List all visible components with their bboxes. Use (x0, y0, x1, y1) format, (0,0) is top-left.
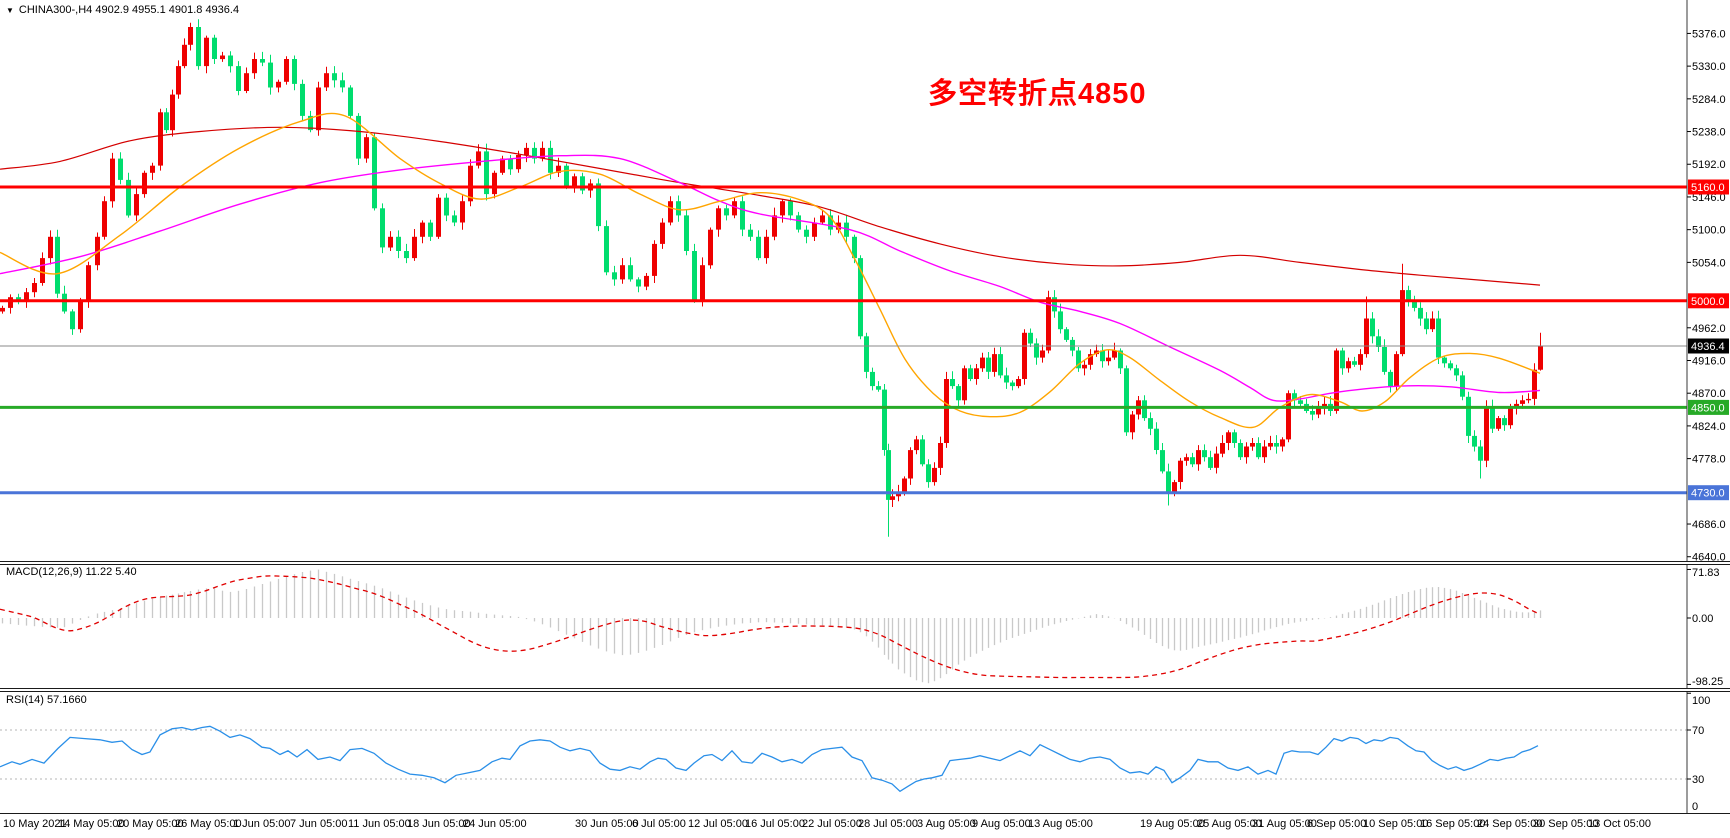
time-axis-label: 14 May 05:00 (58, 818, 125, 830)
symbol-header: ▼ CHINA300-,H4 4902.9 4955.1 4901.8 4936… (6, 4, 239, 16)
time-axis-label: 22 Jul 05:00 (802, 818, 862, 830)
time-axis[interactable]: 10 May 2021 14 May 05:00 20 May 05:00 26 Ma… (0, 814, 1730, 838)
rsi-panel-canvas: 100 70 30 0 (0, 690, 1710, 813)
time-axis-label: 10 Sep 05:00 (1363, 818, 1429, 830)
svg-text:4778.0: 4778.0 (1692, 454, 1726, 466)
time-axis-label: 1 Jun 05:00 (233, 818, 291, 830)
svg-text:4850.0: 4850.0 (1691, 402, 1725, 414)
svg-text:5054.0: 5054.0 (1692, 257, 1726, 269)
rsi-indicator-label: RSI(14) 57.1660 (6, 694, 87, 706)
svg-text:5100.0: 5100.0 (1692, 225, 1726, 237)
svg-text:0.00: 0.00 (1692, 613, 1713, 625)
svg-text:-98.25: -98.25 (1692, 676, 1723, 688)
time-axis-label: 13 Oct 05:00 (1588, 818, 1651, 830)
time-axis-label: 12 Jul 05:00 (688, 818, 748, 830)
time-axis-label: 6 Jul 05:00 (632, 818, 686, 830)
svg-text:0: 0 (1692, 801, 1698, 813)
time-axis-label: 20 May 05:00 (117, 818, 184, 830)
time-axis-label: 24 Sep 05:00 (1477, 818, 1543, 830)
svg-text:5192.0: 5192.0 (1692, 159, 1726, 171)
time-axis-label: 26 May 05:00 (175, 818, 242, 830)
svg-text:30: 30 (1692, 774, 1704, 786)
svg-text:4730.0: 4730.0 (1691, 488, 1725, 500)
svg-text:5000.0: 5000.0 (1691, 296, 1725, 308)
svg-text:70: 70 (1692, 725, 1704, 737)
time-axis-label: 10 May 2021 (3, 818, 67, 830)
time-axis-label: 16 Jul 05:00 (745, 818, 805, 830)
time-axis-label: 28 Jul 05:00 (858, 818, 918, 830)
price-chart-canvas[interactable]: 5376.0 5330.0 5284.0 5238.0 5192.0 5146.0 5100… (0, 0, 1730, 561)
time-axis-label: 25 Aug 05:00 (1197, 818, 1262, 830)
svg-text:4962.0: 4962.0 (1692, 323, 1726, 335)
svg-text:5146.0: 5146.0 (1692, 192, 1726, 204)
symbol-quote-text: CHINA300-,H4 4902.9 4955.1 4901.8 4936.4 (18, 4, 240, 16)
axis-separator (0, 813, 1730, 814)
time-axis-label: 24 Jun 05:00 (463, 818, 527, 830)
svg-text:100: 100 (1692, 695, 1710, 707)
svg-text:71.83: 71.83 (1692, 567, 1720, 579)
svg-text:4686.0: 4686.0 (1692, 519, 1726, 531)
symbol-dropdown-icon[interactable]: ▼ (6, 5, 14, 15)
panel-separator[interactable] (0, 688, 1730, 692)
panel-separator[interactable] (0, 561, 1730, 565)
svg-text:4640.0: 4640.0 (1692, 552, 1726, 561)
macd-indicator-label: MACD(12,26,9) 11.22 5.40 (6, 566, 137, 578)
macd-panel-canvas: 71.83 0.00 -98.25 (0, 563, 1723, 688)
svg-text:4916.0: 4916.0 (1692, 355, 1726, 367)
time-axis-label: 30 Jun 05:00 (575, 818, 639, 830)
svg-text:4870.0: 4870.0 (1692, 388, 1726, 400)
time-axis-label: 16 Sep 05:00 (1420, 818, 1486, 830)
time-axis-label: 31 Aug 05:00 (1252, 818, 1317, 830)
svg-text:5284.0: 5284.0 (1692, 94, 1726, 106)
svg-text:4824.0: 4824.0 (1692, 421, 1726, 433)
svg-text:4936.4: 4936.4 (1691, 341, 1725, 353)
svg-text:5160.0: 5160.0 (1691, 182, 1725, 194)
time-axis-label: 13 Aug 05:00 (1028, 818, 1093, 830)
svg-text:5376.0: 5376.0 (1692, 28, 1726, 40)
svg-text:5330.0: 5330.0 (1692, 61, 1726, 73)
time-axis-label: 9 Aug 05:00 (972, 818, 1031, 830)
time-axis-label: 19 Aug 05:00 (1140, 818, 1205, 830)
time-axis-label: 18 Jun 05:00 (407, 818, 471, 830)
time-axis-label: 11 Jun 05:00 (348, 818, 411, 830)
time-axis-label: 30 Sep 05:00 (1533, 818, 1599, 830)
annotation-text: 多空转折点4850 (928, 78, 1147, 110)
time-axis-label: 7 Jun 05:00 (290, 818, 348, 830)
svg-text:5238.0: 5238.0 (1692, 127, 1726, 139)
time-axis-label: 6 Sep 05:00 (1307, 818, 1367, 830)
time-axis-label: 3 Aug 05:00 (917, 818, 976, 830)
